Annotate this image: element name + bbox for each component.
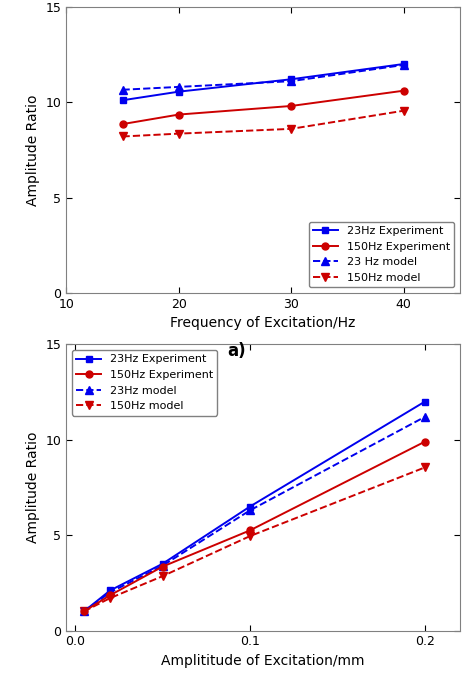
- 23Hz Experiment: [81, 607, 87, 616]
- 150Hz Experiment: [81, 607, 87, 616]
- 150Hz model: [247, 532, 253, 540]
- 150Hz Experiment: [247, 526, 253, 534]
- 23Hz Experiment: [401, 60, 406, 68]
- 150Hz model: [81, 607, 87, 616]
- Text: a): a): [228, 342, 246, 361]
- 23Hz model: [160, 561, 165, 570]
- 23Hz model: [81, 607, 87, 616]
- 23Hz Experiment: [176, 87, 182, 96]
- 150Hz Experiment: [288, 102, 294, 110]
- 150Hz model: [160, 572, 165, 580]
- Y-axis label: Amplitude Ratio: Amplitude Ratio: [26, 94, 40, 205]
- 23Hz Experiment: [247, 502, 253, 511]
- 150Hz Experiment: [160, 563, 165, 571]
- 23 Hz model: [176, 83, 182, 91]
- Legend: 23Hz Experiment, 150Hz Experiment, 23Hz model, 150Hz model: 23Hz Experiment, 150Hz Experiment, 23Hz …: [72, 350, 218, 416]
- 150Hz Experiment: [107, 591, 113, 599]
- 150Hz model: [176, 129, 182, 138]
- 150Hz Experiment: [401, 87, 406, 95]
- 23 Hz model: [401, 61, 406, 69]
- 23Hz model: [107, 589, 113, 597]
- 23Hz Experiment: [160, 560, 165, 568]
- Legend: 23Hz Experiment, 150Hz Experiment, 23 Hz model, 150Hz model: 23Hz Experiment, 150Hz Experiment, 23 Hz…: [309, 222, 454, 287]
- Y-axis label: Amplitude Ratio: Amplitude Ratio: [26, 432, 40, 543]
- 150Hz model: [107, 594, 113, 602]
- 150Hz Experiment: [176, 111, 182, 119]
- Line: 150Hz Experiment: 150Hz Experiment: [119, 87, 407, 127]
- Line: 150Hz Experiment: 150Hz Experiment: [81, 438, 428, 615]
- 23Hz Experiment: [288, 75, 294, 83]
- Line: 23 Hz model: 23 Hz model: [118, 61, 408, 94]
- X-axis label: Frequency of Excitation/Hz: Frequency of Excitation/Hz: [170, 317, 356, 330]
- Line: 150Hz model: 150Hz model: [118, 106, 408, 140]
- 150Hz Experiment: [422, 437, 428, 445]
- 23Hz model: [422, 413, 428, 421]
- 23Hz model: [247, 506, 253, 515]
- 150Hz model: [401, 106, 406, 115]
- 23Hz Experiment: [107, 586, 113, 595]
- 23Hz Experiment: [422, 397, 428, 405]
- 23 Hz model: [288, 77, 294, 85]
- 150Hz Experiment: [120, 120, 126, 128]
- 23 Hz model: [120, 85, 126, 94]
- 23Hz Experiment: [120, 96, 126, 104]
- Line: 23Hz model: 23Hz model: [80, 413, 429, 616]
- 150Hz model: [288, 125, 294, 133]
- X-axis label: Amplititude of Excitation/mm: Amplititude of Excitation/mm: [161, 654, 365, 668]
- 150Hz model: [422, 463, 428, 471]
- Line: 23Hz Experiment: 23Hz Experiment: [119, 60, 407, 104]
- Line: 150Hz model: 150Hz model: [80, 463, 429, 616]
- 150Hz model: [120, 132, 126, 140]
- Line: 23Hz Experiment: 23Hz Experiment: [81, 398, 428, 615]
